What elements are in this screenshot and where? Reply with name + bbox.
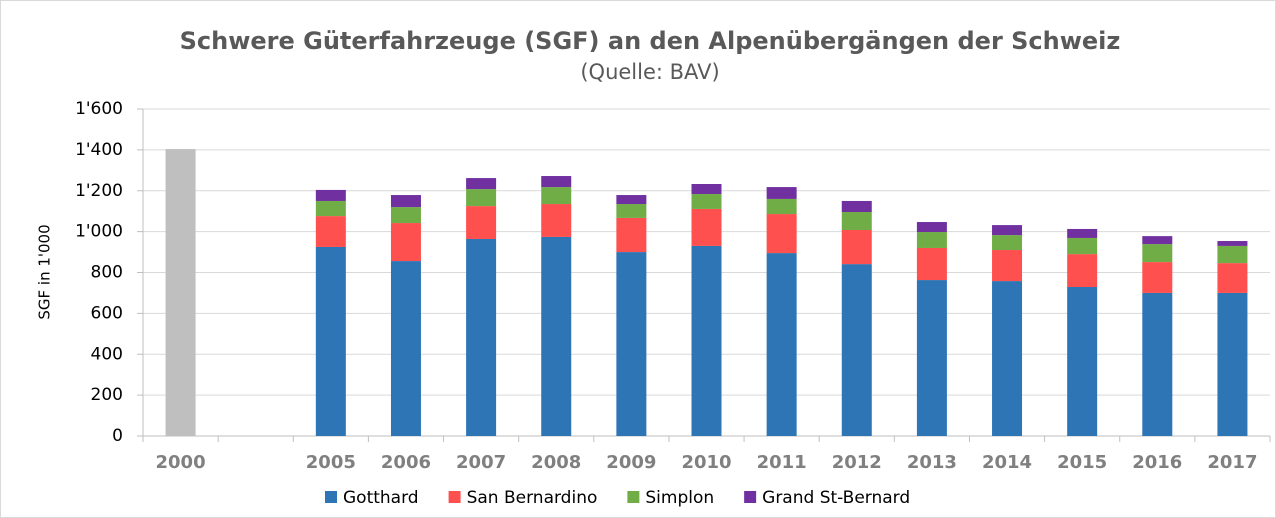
legend-label: Simplon [645,488,714,508]
chart-title: Schwere Güterfahrzeuge (SGF) an den Alpe… [180,27,1121,55]
legend-label: Grand St-Bernard [762,488,910,508]
bar-segment [165,149,196,436]
x-tick-label: 2010 [681,452,731,473]
x-tick-label: 2016 [1132,452,1182,473]
x-tick-label: 2012 [832,452,882,473]
x-tick-label: 2015 [1057,452,1107,473]
bar-segment [766,187,797,199]
y-tick-label: 200 [91,385,123,405]
bar-segment [616,195,647,205]
bar-segment [315,200,346,217]
bar-segment [691,194,722,209]
bar-segment [691,184,722,195]
legend-label: San Bernardino [467,488,598,508]
bar-segment [766,198,797,215]
bar-segment [541,204,572,237]
bar-segment [1217,263,1248,293]
bar-segment [841,200,872,213]
bar-segment [691,208,722,246]
x-tick-label: 2006 [381,452,431,473]
x-tick-label: 2014 [982,452,1032,473]
bar-segment [616,252,647,436]
x-tick-label: 2013 [907,452,957,473]
bar-segment [390,195,421,208]
bar-segment [466,178,497,190]
y-tick-label: 1'000 [75,222,123,242]
bar-segment [541,176,572,188]
bar-segment [466,189,497,207]
bar-segment [616,217,647,253]
bar-segment [1067,228,1098,238]
y-tick-label: 800 [91,263,123,283]
bar-segment [1142,244,1173,263]
bar-segment [766,253,797,436]
bar-segment [1217,292,1248,436]
x-tick-label: 2011 [757,452,807,473]
bar-segment [916,280,947,436]
bar-segment [916,232,947,248]
x-tick-label: 2000 [156,452,206,473]
y-tick-label: 0 [112,426,123,446]
bar-segment [1142,262,1173,293]
bar-segment [390,207,421,224]
bar-segment [1067,254,1098,288]
y-tick-label: 1'400 [75,140,123,160]
x-tick-label: 2008 [531,452,581,473]
y-axis-label: SGF in 1'000 [36,224,54,319]
legend-swatch [325,491,337,503]
bar-segment [1142,236,1173,245]
legend-swatch [448,491,461,503]
bar-segment [315,216,346,247]
bar-segment [541,187,572,205]
bar-segment [466,206,497,239]
bar-segment [1217,245,1248,264]
bar-segment [992,235,1023,251]
bar-segment [315,189,346,201]
bar-segment [1067,237,1098,255]
bar-segment [1067,287,1098,436]
bar-segment [541,236,572,436]
bar-segment [992,250,1023,282]
bar-segment [390,261,421,436]
x-tick-label: 2009 [606,452,656,473]
legend-swatch [744,491,757,503]
bar-segment [841,229,872,265]
y-tick-label: 1'200 [75,181,123,201]
bar-segment [841,264,872,436]
bar-segment [992,281,1023,436]
x-tick-label: 2007 [456,452,506,473]
y-tick-label: 400 [91,344,123,364]
bar-segment [390,223,421,262]
bar-segment [916,222,947,233]
bar-segment [916,247,947,281]
bar-segment [616,204,647,218]
bar-segment [691,245,722,436]
bar-segment [315,246,346,436]
bar-segment [766,214,797,254]
bar-segment [1217,241,1248,246]
bar-segment [841,212,872,230]
bar-segment [466,238,497,436]
x-tick-label: 2005 [306,452,356,473]
bar-segment [1142,292,1173,436]
chart-subtitle: (Quelle: BAV) [580,60,719,84]
y-tick-label: 600 [91,303,123,323]
bar-segment [992,225,1023,236]
legend-label: Gotthard [343,488,419,508]
x-tick-label: 2017 [1207,452,1257,473]
legend-swatch [627,491,640,503]
y-tick-label: 1'600 [75,99,123,119]
